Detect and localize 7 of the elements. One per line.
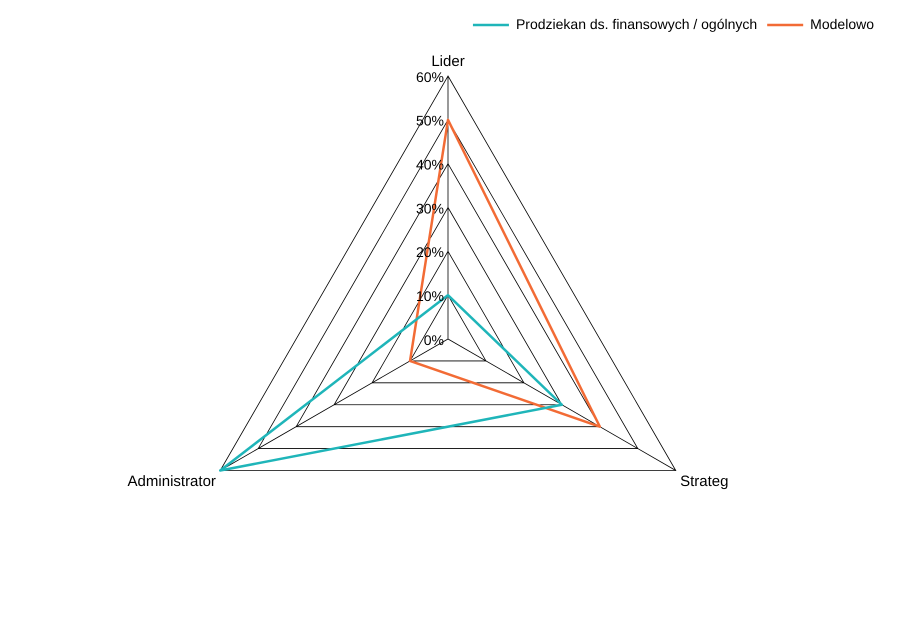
- legend-label: Modelowo: [810, 16, 874, 32]
- spoke-label: Strateg: [680, 473, 728, 490]
- y-tick-label: 0%: [424, 332, 444, 348]
- spoke-label: Administrator: [128, 473, 216, 490]
- y-tick-label: 60%: [416, 68, 444, 85]
- spoke-label: Lider: [431, 53, 465, 70]
- legend-label: Prodziekan ds. finansowych / ogólnych: [516, 16, 758, 32]
